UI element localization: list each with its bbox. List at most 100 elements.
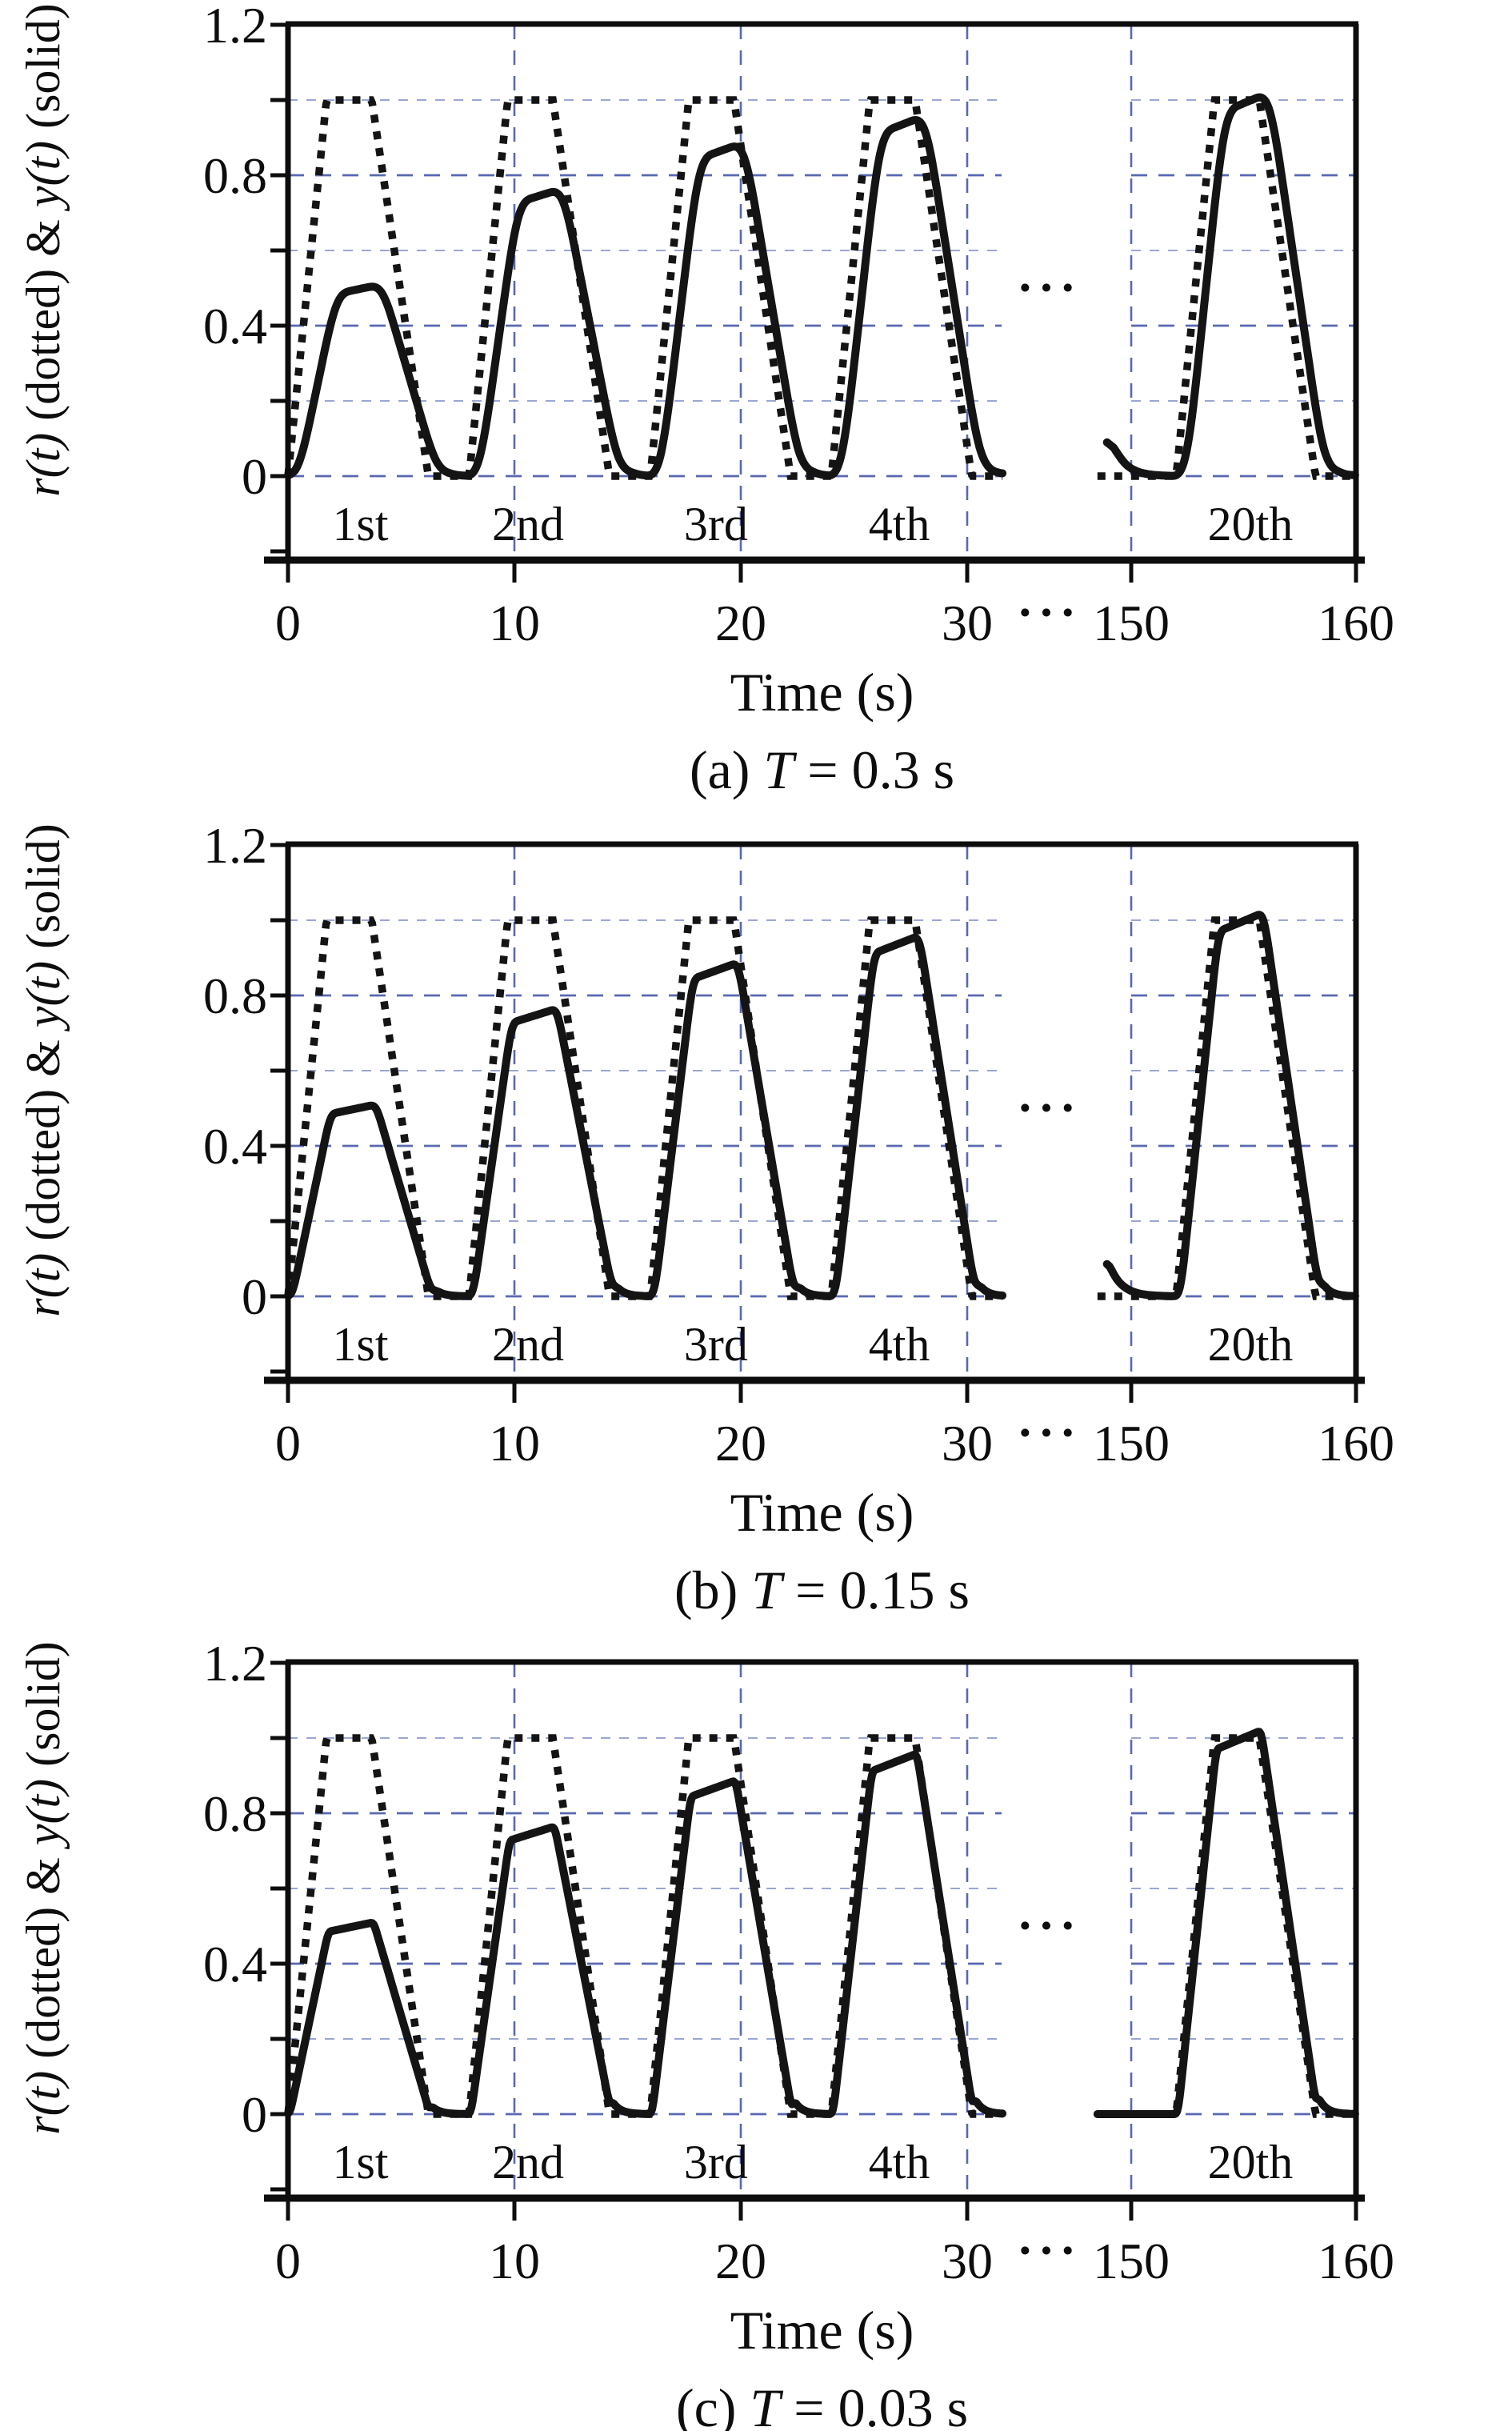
- x-tick-label-160: 160: [1318, 595, 1394, 651]
- y-tick-label-0: 0: [242, 448, 267, 505]
- trial-label-2nd: 2nd: [492, 498, 564, 551]
- reference-curve-dotted-right: [1097, 1734, 1355, 2118]
- trial-label-1st: 1st: [333, 1318, 389, 1371]
- caption-part: (c): [676, 2377, 750, 2431]
- y-axis-label: r(t) (dotted) & y(t) (solid): [17, 3, 70, 497]
- caption-b: (b) T = 0.15 s: [674, 1560, 970, 1620]
- caption-part: T: [751, 1560, 785, 1620]
- caption-a: (a) T = 0.3 s: [690, 739, 954, 800]
- subplot-c: ··· 0 0.4 0.8 1.2 0 10 20 30 150 160 ··· 1st 2nd 3rd 4t…: [17, 1635, 1394, 2431]
- y-axis-label-part-mid: (dotted) &: [17, 1845, 70, 2071]
- caption-part: = 0.03 s: [780, 2377, 968, 2431]
- output-curve-solid-left: [284, 116, 1007, 480]
- x-tick-label-0: 0: [275, 595, 301, 651]
- x-axis-break-ellipsis: ···: [1017, 1406, 1081, 1460]
- y-tick-label-0.4: 0.4: [203, 1936, 267, 1992]
- x-tick-label-10: 10: [489, 595, 540, 651]
- y-tick-label-0.4: 0.4: [203, 1118, 267, 1175]
- trial-label-2nd: 2nd: [492, 2136, 564, 2189]
- plot-break-ellipsis: ···: [1017, 1081, 1081, 1135]
- x-tick-label-20: 20: [715, 595, 766, 651]
- plot-break-ellipsis: ···: [1017, 261, 1081, 315]
- y-tick-label-1.2: 1.2: [203, 0, 267, 54]
- caption-part: (b): [674, 1560, 751, 1620]
- x-axis-label: Time (s): [730, 662, 914, 723]
- trial-label-20th: 20th: [1208, 2136, 1294, 2189]
- output-curve-solid-right: [1102, 911, 1359, 1300]
- trial-label-2nd: 2nd: [492, 1318, 564, 1371]
- trial-label-20th: 20th: [1208, 498, 1294, 551]
- y-tick-label-0.8: 0.8: [203, 967, 267, 1024]
- reference-curve-dotted-left: [284, 1734, 1003, 2118]
- trial-label-1st: 1st: [333, 2136, 389, 2189]
- y-axis-label-part-tail: (solid): [17, 823, 70, 961]
- output-curve-solid-left: [284, 1750, 1007, 2118]
- x-tick-label-10: 10: [489, 1415, 540, 1472]
- x-tick-label-30: 30: [942, 595, 993, 651]
- y-axis-label-part-tail: (solid): [17, 3, 70, 141]
- reference-curve-dotted-right: [1097, 916, 1355, 1300]
- reference-curve-dotted-right: [1097, 96, 1355, 480]
- y-axis-label-part-mid: (dotted) &: [17, 207, 70, 433]
- plot-break-ellipsis: ···: [1017, 1899, 1081, 1953]
- x-tick-label-150: 150: [1093, 595, 1170, 651]
- grid: [288, 845, 1356, 1380]
- x-tick-label-160: 160: [1318, 1415, 1394, 1472]
- caption-c: (c) T = 0.03 s: [676, 2377, 968, 2431]
- output-curve-solid-left: [284, 933, 1007, 1300]
- reference-curve-dotted-left: [284, 96, 1003, 480]
- y-axis-label: r(t) (dotted) & y(t) (solid): [17, 1641, 70, 2135]
- x-axis-label: Time (s): [730, 1482, 914, 1543]
- caption-part: = 0.3 s: [794, 739, 954, 800]
- x-tick-label-20: 20: [715, 2233, 766, 2289]
- x-tick-label-150: 150: [1093, 1415, 1170, 1472]
- y-axis-label-part-tail: (solid): [17, 1641, 70, 1779]
- subplot-a: ··· 0 0.4 0.8 1.2 0 10 20 30 150 160 ··· 1st 2nd 3rd 4t…: [17, 0, 1394, 800]
- y-axis-label-part-r: r(t): [17, 1253, 70, 1317]
- trial-label-4th: 4th: [869, 2136, 930, 2189]
- caption-part: (a): [690, 739, 763, 800]
- y-axis-label-part-y: y(t): [17, 141, 70, 212]
- trial-label-4th: 4th: [869, 498, 930, 551]
- caption-part: = 0.15 s: [782, 1560, 970, 1620]
- caption-part: T: [750, 2377, 783, 2431]
- trial-label-3rd: 3rd: [684, 498, 748, 551]
- x-tick-label-0: 0: [275, 2233, 301, 2289]
- y-tick-label-0.4: 0.4: [203, 298, 267, 354]
- y-axis-label: r(t) (dotted) & y(t) (solid): [17, 823, 70, 1317]
- x-axis-break-ellipsis: ···: [1017, 2224, 1081, 2278]
- output-curve-solid-right: [1102, 93, 1359, 480]
- trial-label-20th: 20th: [1208, 1318, 1294, 1371]
- x-tick-label-30: 30: [942, 1415, 993, 1472]
- grid: [288, 25, 1356, 560]
- y-tick-label-0: 0: [242, 2086, 267, 2143]
- y-tick-label-0.8: 0.8: [203, 1785, 267, 1842]
- x-tick-label-30: 30: [942, 2233, 993, 2289]
- subplot-b: ··· 0 0.4 0.8 1.2 0 10 20 30 150 160 ··· 1st 2nd 3rd 4t…: [17, 817, 1394, 1620]
- y-tick-label-0.8: 0.8: [203, 147, 267, 204]
- y-axis-label-part-mid: (dotted) &: [17, 1027, 70, 1253]
- y-axis-label-part-r: r(t): [17, 2071, 70, 2135]
- caption-part: T: [763, 739, 797, 800]
- reference-curve-dotted-left: [284, 916, 1003, 1300]
- y-tick-label-1.2: 1.2: [203, 817, 267, 874]
- y-axis-label-part-y: y(t): [17, 961, 70, 1032]
- trial-label-3rd: 3rd: [684, 1318, 748, 1371]
- x-tick-label-160: 160: [1318, 2233, 1394, 2289]
- trial-label-4th: 4th: [869, 1318, 930, 1371]
- y-axis-label-part-y: y(t): [17, 1779, 70, 1850]
- x-tick-label-150: 150: [1093, 2233, 1170, 2289]
- x-axis-break-ellipsis: ···: [1017, 586, 1081, 640]
- y-tick-label-1.2: 1.2: [203, 1635, 267, 1692]
- x-tick-label-20: 20: [715, 1415, 766, 1472]
- x-tick-label-0: 0: [275, 1415, 301, 1472]
- trial-label-3rd: 3rd: [684, 2136, 748, 2189]
- output-curve-solid-right: [1093, 1728, 1359, 2118]
- trial-label-1st: 1st: [333, 498, 389, 551]
- y-tick-label-0: 0: [242, 1268, 267, 1325]
- x-tick-label-10: 10: [489, 2233, 540, 2289]
- y-axis-label-part-r: r(t): [17, 433, 70, 497]
- x-axis-label: Time (s): [730, 2300, 914, 2361]
